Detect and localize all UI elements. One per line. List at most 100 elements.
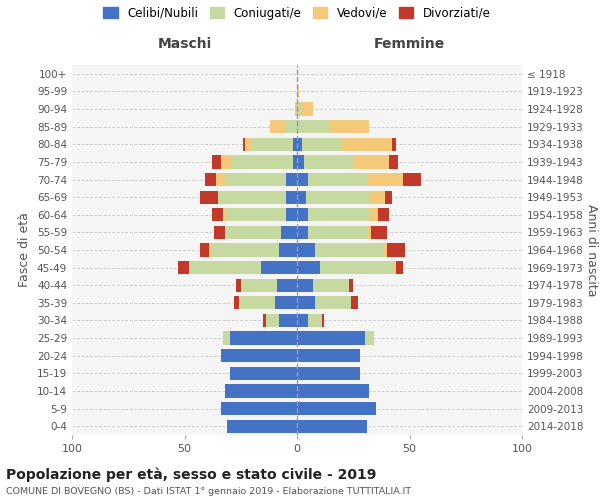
- Bar: [351, 296, 358, 310]
- Bar: [178, 261, 189, 274]
- Bar: [200, 190, 218, 204]
- Bar: [389, 156, 398, 168]
- Bar: [189, 261, 261, 274]
- Bar: [394, 261, 396, 274]
- Bar: [72, 276, 522, 294]
- Bar: [320, 261, 394, 274]
- Bar: [302, 102, 313, 116]
- Bar: [286, 120, 297, 134]
- Bar: [297, 208, 308, 222]
- Bar: [72, 100, 522, 118]
- Bar: [72, 118, 522, 136]
- Bar: [369, 190, 385, 204]
- Bar: [369, 208, 378, 222]
- Bar: [293, 156, 297, 168]
- Bar: [281, 226, 297, 239]
- Bar: [221, 349, 297, 362]
- Bar: [72, 241, 522, 259]
- Bar: [306, 190, 369, 204]
- Bar: [72, 259, 522, 276]
- Bar: [349, 278, 353, 292]
- Bar: [297, 156, 304, 168]
- Text: COMUNE DI BOVEGNO (BS) - Dati ISTAT 1° gennaio 2019 - Elaborazione TUTTITALIA.IT: COMUNE DI BOVEGNO (BS) - Dati ISTAT 1° g…: [6, 488, 411, 496]
- Bar: [385, 190, 392, 204]
- Bar: [297, 402, 376, 415]
- Bar: [72, 382, 522, 400]
- Bar: [72, 224, 522, 241]
- Bar: [353, 156, 389, 168]
- Bar: [308, 314, 322, 327]
- Y-axis label: Fasce di età: Fasce di età: [19, 212, 31, 288]
- Text: Femmine: Femmine: [374, 37, 445, 51]
- Bar: [329, 120, 369, 134]
- Bar: [200, 244, 209, 256]
- Bar: [265, 314, 279, 327]
- Bar: [367, 173, 403, 186]
- Bar: [72, 188, 522, 206]
- Bar: [205, 173, 216, 186]
- Bar: [279, 314, 297, 327]
- Bar: [232, 156, 293, 168]
- Bar: [72, 65, 522, 82]
- Bar: [279, 244, 297, 256]
- Bar: [261, 261, 297, 274]
- Bar: [214, 226, 225, 239]
- Bar: [378, 208, 389, 222]
- Bar: [302, 138, 342, 151]
- Bar: [367, 226, 371, 239]
- Bar: [223, 208, 225, 222]
- Bar: [297, 296, 315, 310]
- Bar: [229, 332, 297, 344]
- Bar: [212, 244, 279, 256]
- Bar: [286, 173, 297, 186]
- Bar: [72, 347, 522, 364]
- Bar: [295, 102, 297, 116]
- Bar: [72, 82, 522, 100]
- Bar: [297, 226, 308, 239]
- Y-axis label: Anni di nascita: Anni di nascita: [584, 204, 598, 296]
- Bar: [72, 312, 522, 330]
- Bar: [387, 244, 405, 256]
- Bar: [308, 173, 367, 186]
- Bar: [227, 420, 297, 433]
- Bar: [342, 138, 392, 151]
- Bar: [223, 332, 229, 344]
- Bar: [243, 138, 245, 151]
- Bar: [313, 278, 349, 292]
- Bar: [277, 278, 297, 292]
- Bar: [72, 170, 522, 188]
- Bar: [297, 366, 360, 380]
- Bar: [297, 138, 302, 151]
- Bar: [225, 208, 286, 222]
- Text: Popolazione per età, sesso e stato civile - 2019: Popolazione per età, sesso e stato civil…: [6, 468, 376, 482]
- Bar: [72, 364, 522, 382]
- Bar: [209, 244, 212, 256]
- Bar: [229, 366, 297, 380]
- Bar: [396, 261, 403, 274]
- Bar: [315, 296, 351, 310]
- Bar: [212, 208, 223, 222]
- Bar: [225, 173, 286, 186]
- Text: Maschi: Maschi: [157, 37, 212, 51]
- Bar: [297, 173, 308, 186]
- Bar: [297, 332, 365, 344]
- Bar: [297, 190, 306, 204]
- Bar: [72, 418, 522, 435]
- Bar: [297, 278, 313, 292]
- Bar: [308, 208, 369, 222]
- Bar: [297, 349, 360, 362]
- Bar: [212, 156, 221, 168]
- Bar: [297, 85, 299, 98]
- Bar: [270, 120, 286, 134]
- Bar: [241, 278, 277, 292]
- Bar: [322, 314, 324, 327]
- Bar: [72, 330, 522, 347]
- Bar: [218, 190, 286, 204]
- Bar: [234, 296, 239, 310]
- Bar: [403, 173, 421, 186]
- Bar: [216, 173, 225, 186]
- Bar: [297, 244, 315, 256]
- Bar: [252, 138, 293, 151]
- Bar: [286, 208, 297, 222]
- Bar: [72, 136, 522, 153]
